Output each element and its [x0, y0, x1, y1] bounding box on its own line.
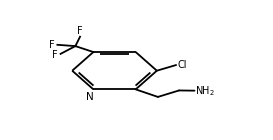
Text: Cl: Cl [177, 60, 187, 70]
Text: F: F [52, 50, 58, 60]
Text: F: F [49, 40, 55, 50]
Text: N: N [86, 92, 94, 102]
Text: NH$_2$: NH$_2$ [195, 84, 215, 98]
Text: F: F [77, 26, 83, 36]
